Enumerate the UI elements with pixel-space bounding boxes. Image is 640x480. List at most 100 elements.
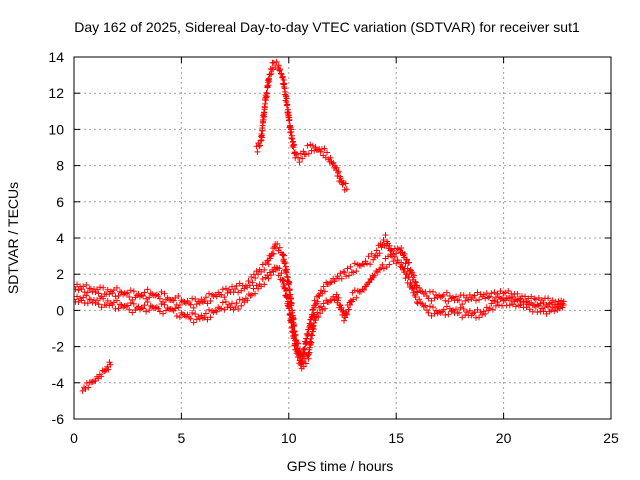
data-point-main-band-upper [130,288,137,295]
data-point-main-band-upper [80,283,87,290]
data-point-main-band-upper [409,269,416,276]
data-point-main-band-upper [360,261,367,268]
data-point-main-band-lower [83,292,90,299]
data-point-high-arc [281,85,288,92]
data-point-main-band-upper [412,278,419,285]
data-point-high-arc [275,62,282,69]
data-point-main-band-lower [115,305,122,312]
data-point-main-band-upper [258,268,265,275]
data-point-main-band-upper [502,289,509,296]
data-point-main-band-upper [439,293,446,300]
data-point-main-band-lower [379,261,386,268]
x-tick-label: 20 [496,430,512,446]
data-point-main-band-lower [126,306,133,313]
y-tick-label: 8 [56,158,64,174]
data-point-main-band-upper [350,269,357,276]
data-point-main-band-upper [246,282,253,289]
data-point-main-band-lower [219,299,226,306]
data-point-main-band-lower [169,306,176,313]
data-point-main-band-lower [538,305,545,312]
data-point-main-band-lower [284,292,291,299]
data-point-high-arc [283,95,290,102]
data-point-main-band-lower [259,276,266,283]
data-point-main-band-upper [528,293,535,300]
data-point-main-band-lower [189,309,196,316]
data-point-main-band-upper [314,298,321,305]
data-point-high-arc [284,101,291,108]
data-point-main-band-lower [158,301,165,308]
data-point-main-band-lower [140,305,147,312]
data-point-main-band-lower [176,314,183,321]
data-point-main-band-upper [92,289,99,296]
data-point-main-band-lower [476,314,483,321]
y-tick-label: -2 [52,339,65,355]
grid-lines [74,57,611,419]
data-point-main-band-upper [301,346,308,353]
data-point-high-arc [265,82,272,89]
data-point-main-band-lower [367,275,374,282]
data-point-main-band-lower [488,300,495,307]
data-point-high-arc [342,180,349,187]
data-point-main-band-lower [486,305,493,312]
y-tick-label: 0 [56,302,64,318]
data-point-main-band-lower [241,299,248,306]
data-point-main-band-upper [549,297,556,304]
data-point-main-band-lower [509,301,516,308]
data-point-main-band-lower [317,310,324,317]
data-point-main-band-lower [409,284,416,291]
data-point-high-arc [267,71,274,78]
data-point-main-band-upper [219,286,226,293]
data-point-main-band-upper [403,256,410,263]
data-point-main-band-lower [440,306,447,313]
data-point-main-band-lower [535,302,542,309]
data-point-main-band-lower [416,296,423,303]
data-point-main-band-lower [175,304,182,311]
data-point-main-band-lower [258,283,265,290]
data-point-main-band-lower [556,305,563,312]
data-point-main-band-upper [331,278,338,285]
data-point-main-band-lower [442,311,449,318]
data-point-main-band-lower [393,260,400,267]
data-point-main-band-lower [286,304,293,311]
data-point-main-band-lower [474,306,481,313]
data-point-main-band-lower [380,265,387,272]
data-point-main-band-lower [350,296,357,303]
data-point-high-arc [257,142,264,149]
data-point-main-band-upper [373,247,380,254]
data-point-main-band-lower [268,272,275,279]
data-point-main-band-upper [443,289,450,296]
data-point-main-band-upper [170,297,177,304]
data-point-main-band-lower [532,303,539,310]
data-point-main-band-lower [221,306,228,313]
data-point-main-band-lower [551,308,558,315]
data-point-main-band-lower [479,311,486,318]
data-point-main-band-lower [222,298,229,305]
data-point-high-arc [277,70,284,77]
data-point-high-arc [321,145,328,152]
data-point-main-band-lower [129,309,136,316]
data-point-main-band-lower [512,303,519,310]
data-point-main-band-upper [440,291,447,298]
data-point-main-band-lower [236,296,243,303]
data-point-main-band-upper [488,290,495,297]
data-point-main-band-upper [236,280,243,287]
data-point-main-band-lower [282,285,289,292]
data-point-main-band-upper [449,294,456,301]
data-point-main-band-lower [492,302,499,309]
data-point-low-segment [105,366,112,373]
data-point-main-band-lower [245,291,252,298]
data-point-high-arc [281,80,288,87]
data-point-main-band-upper [509,294,516,301]
data-point-main-band-upper [117,288,124,295]
y-tick-label: 2 [56,266,64,282]
data-point-main-band-upper [545,295,552,302]
data-point-main-band-upper [320,283,327,290]
data-point-main-band-lower [398,259,405,266]
data-point-main-band-lower [308,339,315,346]
data-point-main-band-lower [406,274,413,281]
data-point-main-band-upper [445,298,452,305]
data-point-main-band-lower [123,303,130,310]
data-point-main-band-upper [376,250,383,257]
data-point-main-band-lower [331,296,338,303]
y-tick-label: -6 [52,411,65,427]
